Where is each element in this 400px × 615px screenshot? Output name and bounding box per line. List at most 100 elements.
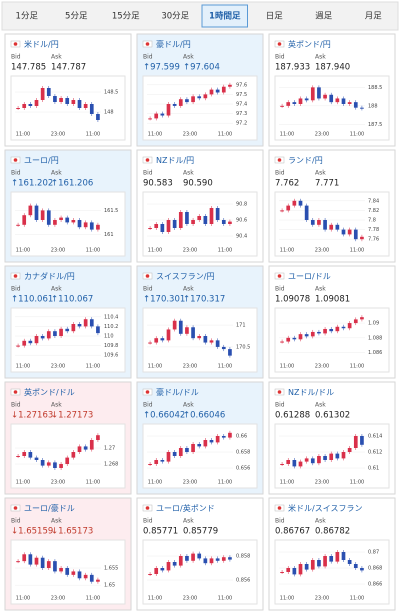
tab[interactable]: 週足 bbox=[315, 12, 333, 22]
candle bbox=[286, 337, 291, 342]
candle bbox=[89, 104, 94, 114]
candle bbox=[317, 220, 321, 225]
candle bbox=[341, 452, 346, 459]
bid-value: ↑161.202 bbox=[11, 179, 53, 189]
chart-area bbox=[142, 307, 258, 373]
x-tick-label: 11:00 bbox=[16, 364, 30, 370]
flag-mark bbox=[13, 274, 18, 278]
candle bbox=[347, 102, 352, 104]
candle bbox=[353, 319, 358, 324]
x-tick-label: 23:00 bbox=[51, 132, 65, 138]
candle bbox=[59, 464, 63, 468]
tab[interactable]: 30分足 bbox=[161, 12, 189, 22]
tab[interactable]: 月足 bbox=[365, 12, 383, 22]
ask-value: 187.940 bbox=[315, 63, 350, 73]
candle bbox=[317, 560, 321, 567]
candle bbox=[148, 464, 152, 465]
bid-label: Bid bbox=[275, 54, 285, 61]
tab[interactable]: 1時間足 bbox=[209, 11, 241, 22]
x-tick-label: 23:00 bbox=[315, 596, 329, 602]
tab[interactable]: 15分足 bbox=[112, 12, 140, 22]
y-tick-label: 97.2 bbox=[236, 121, 247, 127]
candle bbox=[292, 568, 297, 575]
pair-title[interactable]: 豪ドル/円 bbox=[156, 39, 191, 49]
candle bbox=[304, 98, 309, 101]
x-tick-label: 23:00 bbox=[51, 480, 65, 486]
pair-title[interactable]: 英ポンド/ドル bbox=[24, 387, 75, 397]
candle bbox=[65, 568, 70, 575]
x-tick-label: 23:00 bbox=[183, 248, 197, 254]
candle bbox=[154, 568, 159, 574]
pair-title[interactable]: ランド/円 bbox=[288, 156, 323, 165]
pair-title[interactable]: 豪ドル/ドル bbox=[156, 387, 199, 397]
candle bbox=[154, 338, 159, 343]
candle bbox=[209, 89, 214, 95]
candle bbox=[304, 334, 309, 337]
candle bbox=[77, 100, 82, 108]
candle bbox=[292, 200, 297, 206]
x-tick-label: 11:00 bbox=[16, 132, 30, 138]
y-tick-label: 0.612 bbox=[368, 450, 382, 456]
x-tick-label: 11:00 bbox=[280, 132, 294, 138]
flag-mark bbox=[145, 390, 150, 394]
x-tick-label: 11:00 bbox=[280, 364, 294, 370]
bid-value: ↑0.66042 bbox=[143, 411, 185, 421]
tab[interactable]: 5分足 bbox=[65, 12, 88, 22]
x-tick-label: 23:00 bbox=[51, 596, 65, 602]
candle bbox=[335, 224, 340, 230]
candle bbox=[148, 342, 152, 344]
candle bbox=[323, 556, 327, 567]
candle bbox=[353, 436, 358, 448]
candle bbox=[185, 556, 189, 561]
pair-title[interactable]: ユーロ/豪ドル bbox=[24, 503, 75, 513]
candle bbox=[360, 568, 364, 571]
candle bbox=[172, 104, 177, 106]
x-tick-label: 11:00 bbox=[148, 364, 162, 370]
candle bbox=[46, 462, 51, 466]
bid-label: Bid bbox=[275, 170, 285, 177]
x-tick-label: 11:00 bbox=[350, 480, 364, 486]
candle bbox=[323, 94, 327, 99]
chart-area bbox=[274, 307, 390, 373]
y-tick-label: 161.5 bbox=[104, 208, 118, 214]
candle bbox=[34, 557, 39, 565]
y-tick-label: 90.8 bbox=[236, 202, 247, 208]
ask-value: 0.86782 bbox=[315, 527, 350, 537]
y-tick-label: 97.5 bbox=[236, 92, 247, 98]
pair-title[interactable]: 米ドル/スイスフラン bbox=[288, 503, 362, 513]
candle bbox=[53, 331, 57, 336]
candle bbox=[83, 104, 88, 108]
y-tick-label: 110.2 bbox=[104, 324, 118, 330]
x-tick-label: 11:00 bbox=[350, 248, 364, 254]
candle bbox=[286, 102, 291, 106]
candle bbox=[154, 113, 159, 119]
pair-title[interactable]: ユーロ/ドル bbox=[288, 272, 331, 281]
x-tick-label: 23:00 bbox=[51, 248, 65, 254]
pair-title[interactable]: ユーロ/英ポンド bbox=[156, 503, 215, 513]
bid-value: 90.583 bbox=[143, 179, 173, 189]
candle bbox=[22, 554, 27, 562]
flag-mark bbox=[277, 274, 282, 278]
tab[interactable]: 1分足 bbox=[16, 12, 39, 22]
y-tick-label: 109.6 bbox=[104, 353, 118, 359]
pair-title[interactable]: 米ドル/円 bbox=[24, 39, 59, 49]
pair-title[interactable]: NZドル/ドル bbox=[288, 388, 334, 397]
candle bbox=[317, 331, 321, 334]
y-tick-label: 7.78 bbox=[368, 227, 379, 233]
candle bbox=[148, 574, 152, 575]
candle bbox=[209, 558, 214, 564]
pair-title[interactable]: ユーロ/円 bbox=[24, 156, 59, 165]
chart-area bbox=[10, 75, 126, 141]
bid-label: Bid bbox=[143, 518, 153, 525]
x-tick-label: 11:00 bbox=[16, 248, 30, 254]
candle bbox=[65, 457, 70, 464]
candle bbox=[353, 102, 358, 108]
pair-title[interactable]: 英ポンド/円 bbox=[288, 39, 331, 49]
tab[interactable]: 日足 bbox=[266, 12, 284, 22]
pair-title[interactable]: カナダドル/円 bbox=[24, 271, 75, 281]
candle bbox=[40, 460, 45, 466]
ask-value: 0.85779 bbox=[183, 527, 218, 537]
pair-title[interactable]: NZドル/円 bbox=[156, 156, 194, 165]
pair-title[interactable]: スイスフラン/円 bbox=[156, 272, 214, 281]
